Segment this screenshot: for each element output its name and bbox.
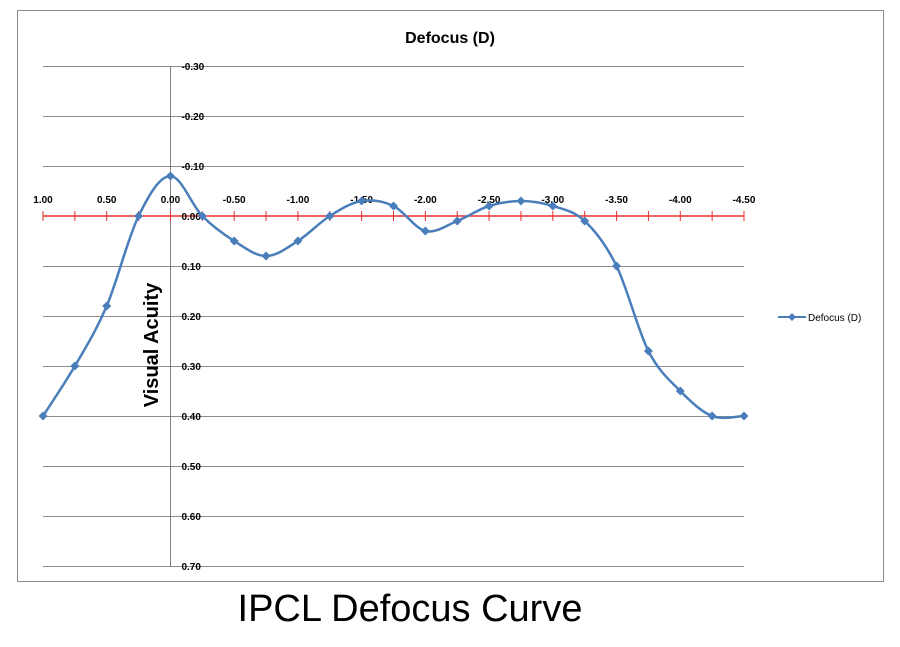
x-tick-label: -3.00 bbox=[541, 195, 564, 206]
x-tick-label: -0.50 bbox=[223, 195, 246, 206]
y-tick-label: 0.50 bbox=[181, 462, 201, 473]
data-point bbox=[134, 211, 144, 221]
data-point bbox=[389, 201, 398, 211]
data-point bbox=[261, 251, 271, 261]
data-point bbox=[484, 201, 494, 211]
x-tick-label: 1.00 bbox=[33, 195, 53, 206]
x-tick-label: -1.00 bbox=[287, 195, 310, 206]
data-point bbox=[197, 211, 207, 221]
y-tick-label: 0.10 bbox=[181, 262, 201, 273]
x-tick-label: -4.00 bbox=[669, 195, 692, 206]
y-axis-title: Visual Acuity bbox=[141, 282, 163, 407]
data-point bbox=[643, 346, 653, 356]
data-point bbox=[675, 386, 685, 396]
x-tick-label: -2.00 bbox=[414, 195, 437, 206]
chart-title: Defocus (D) bbox=[405, 30, 495, 47]
legend-label: Defocus (D) bbox=[808, 313, 861, 324]
chart-caption: IPCL Defocus Curve bbox=[237, 588, 583, 630]
data-point bbox=[229, 236, 239, 246]
x-tick-label: -3.50 bbox=[605, 195, 628, 206]
legend: Defocus (D) bbox=[778, 313, 861, 324]
data-point bbox=[739, 411, 749, 421]
x-tick-label: -4.50 bbox=[733, 195, 756, 206]
y-tick-label: -0.20 bbox=[181, 112, 204, 123]
y-tick-label: 0.20 bbox=[181, 312, 201, 323]
series-defocus bbox=[38, 171, 749, 421]
data-point bbox=[325, 211, 335, 221]
data-point bbox=[580, 216, 590, 226]
gridlines bbox=[43, 66, 744, 567]
x-tick-label: 0.00 bbox=[161, 195, 181, 206]
data-point bbox=[516, 196, 526, 206]
data-point bbox=[38, 411, 48, 421]
data-point bbox=[102, 301, 112, 311]
y-tick-label: -0.30 bbox=[181, 62, 204, 73]
y-tick-label: 0.00 bbox=[181, 212, 201, 223]
data-point bbox=[420, 226, 430, 236]
y-tick-label: 0.60 bbox=[181, 512, 201, 523]
y-tick-label: 0.70 bbox=[181, 562, 201, 573]
data-point bbox=[548, 201, 558, 211]
y-tick-label: 0.40 bbox=[181, 412, 201, 423]
data-point bbox=[452, 216, 462, 226]
legend-marker bbox=[788, 313, 796, 321]
data-point bbox=[612, 261, 622, 271]
axes bbox=[42, 66, 745, 566]
data-point bbox=[357, 196, 367, 206]
data-point bbox=[707, 411, 717, 421]
y-tick-label: 0.30 bbox=[181, 362, 201, 373]
y-tick-label: -0.10 bbox=[181, 162, 204, 173]
data-point bbox=[293, 236, 303, 246]
data-point bbox=[70, 361, 80, 371]
x-tick-label: 0.50 bbox=[97, 195, 117, 206]
chart-frame bbox=[17, 10, 884, 582]
x-tick-label: -2.50 bbox=[478, 195, 501, 206]
data-point bbox=[165, 171, 175, 181]
